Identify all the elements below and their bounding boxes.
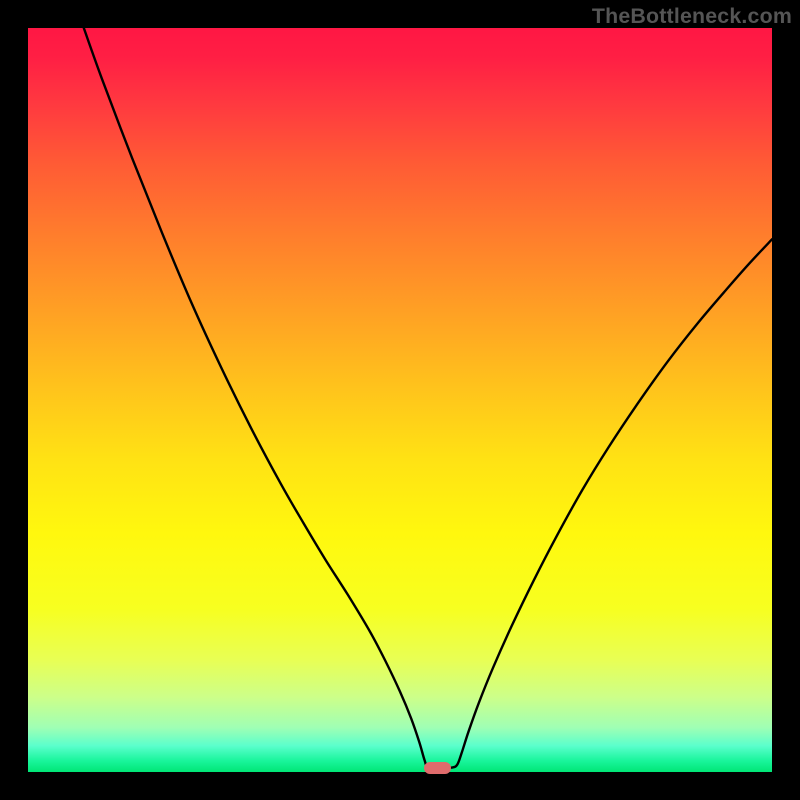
optimal-marker xyxy=(424,762,451,774)
watermark-text: TheBottleneck.com xyxy=(592,4,792,29)
plot-area xyxy=(28,28,772,772)
bottleneck-curve xyxy=(28,28,772,772)
